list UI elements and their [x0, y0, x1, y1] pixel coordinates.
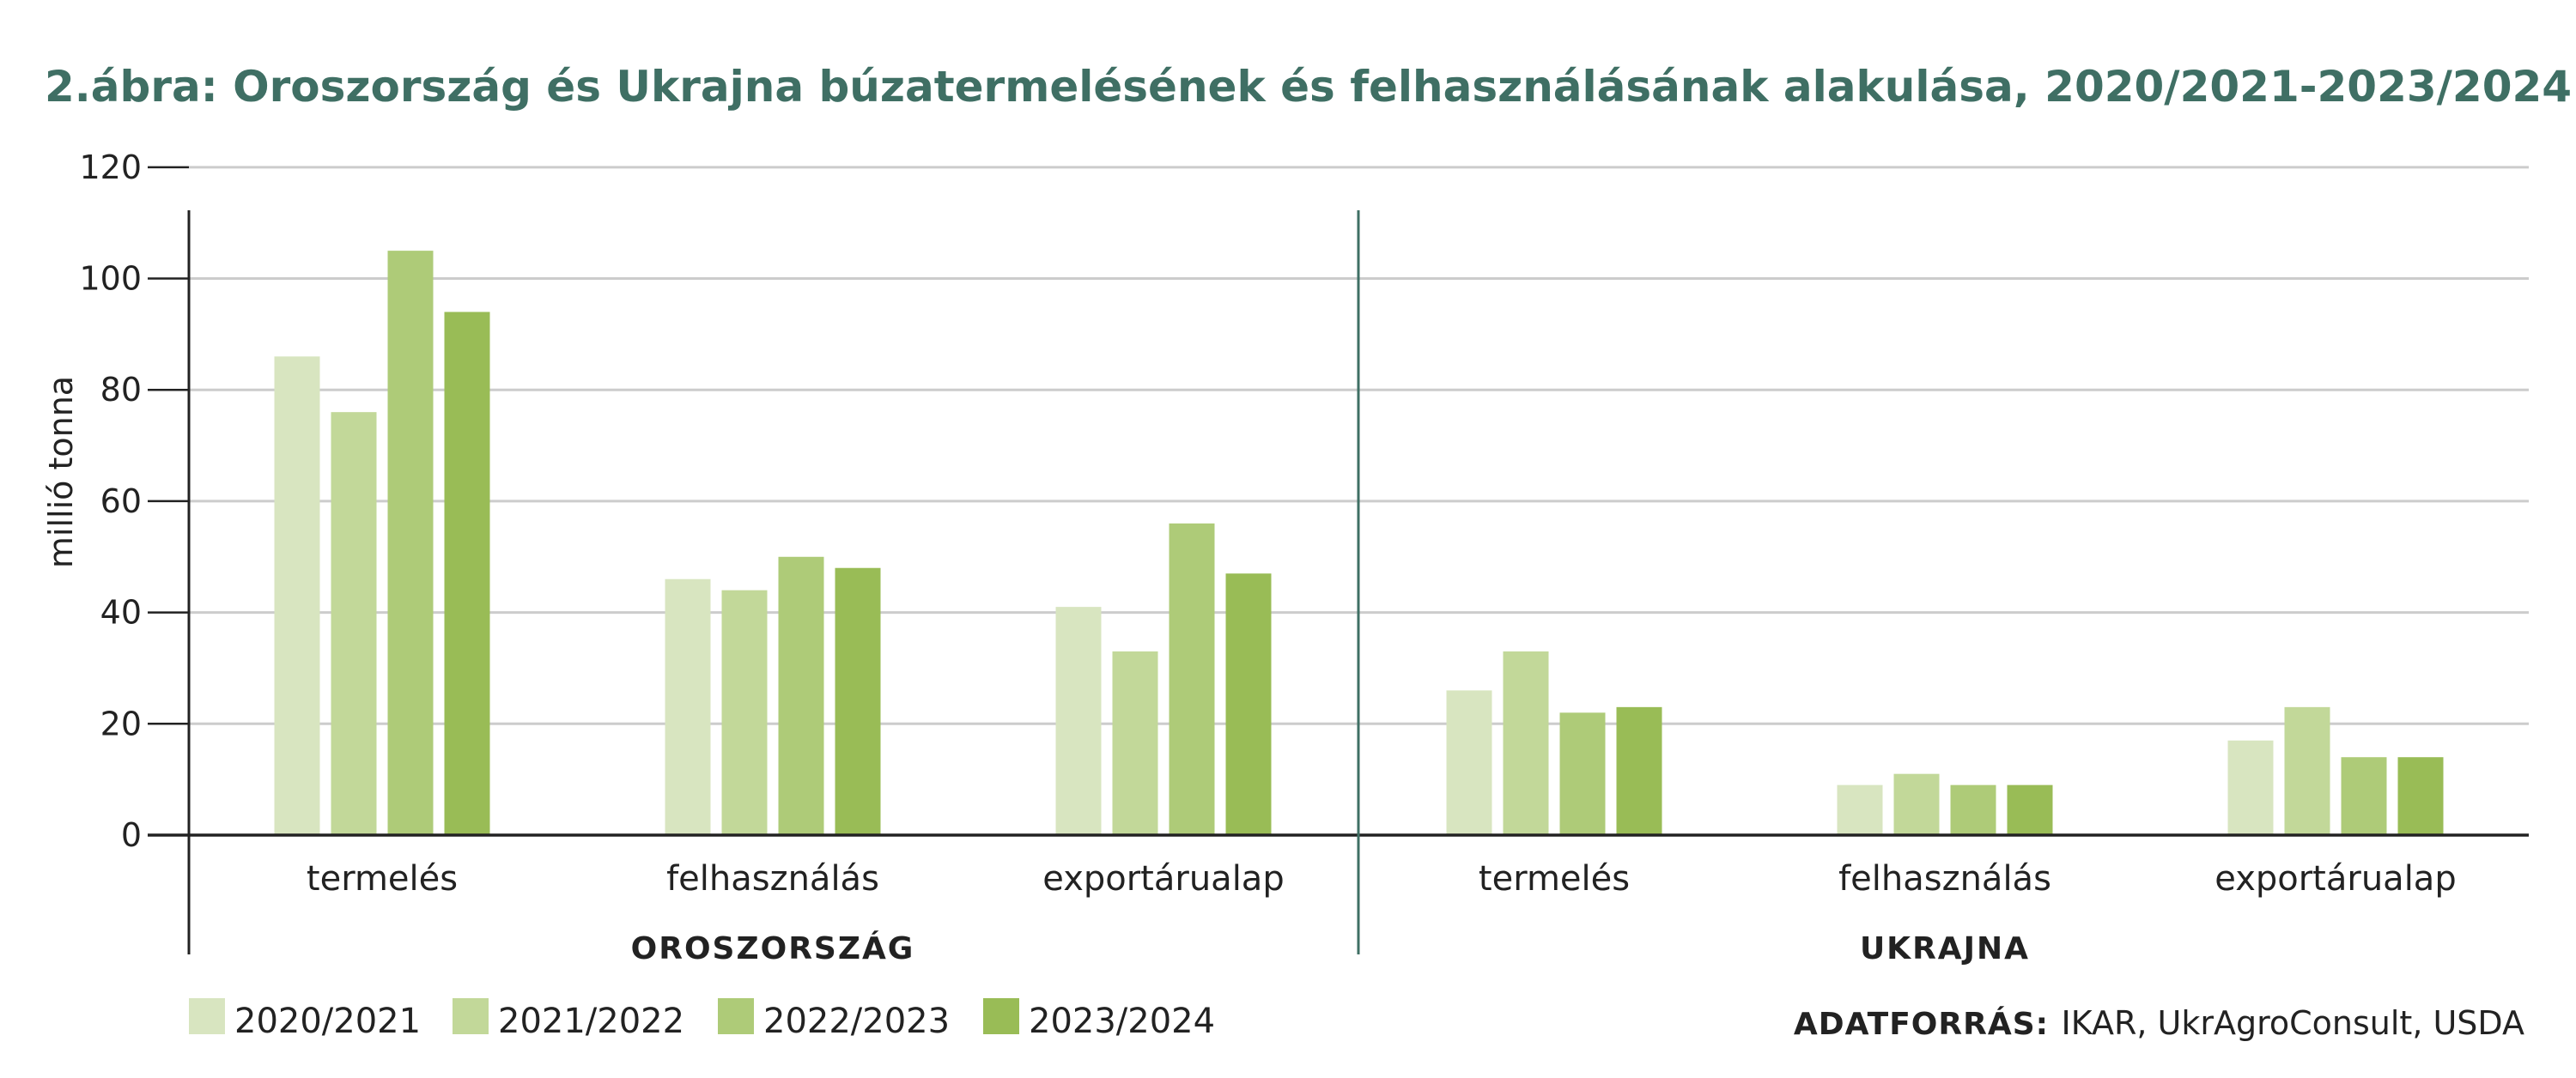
- category-label: exportárualap: [2215, 859, 2456, 899]
- bar: [1559, 712, 1606, 835]
- bar: [2341, 757, 2387, 835]
- bar: [721, 590, 768, 835]
- legend-swatch: [189, 998, 225, 1034]
- bar: [1446, 690, 1492, 835]
- y-tick-label: 0: [121, 816, 142, 854]
- source-text: IKAR, UkrAgroConsult, USDA: [2062, 1004, 2525, 1042]
- bar: [1503, 651, 1549, 835]
- category-label: exportárualap: [1042, 859, 1284, 899]
- y-tick-label: 60: [100, 482, 142, 520]
- bar: [387, 251, 434, 836]
- bar: [274, 356, 320, 835]
- bar: [444, 312, 490, 835]
- bar: [2007, 784, 2053, 835]
- bar: [2284, 706, 2330, 835]
- legend-label: 2022/2023: [763, 1002, 950, 1041]
- group-label: OROSZORSZÁG: [631, 930, 915, 966]
- chart-title: 2.ábra: Oroszország és Ukrajna búzaterme…: [45, 62, 2572, 112]
- bar: [1055, 607, 1102, 835]
- legend-swatch: [983, 998, 1019, 1034]
- legend-swatch: [453, 998, 489, 1034]
- bar: [1616, 706, 1662, 835]
- bar: [1169, 523, 1215, 835]
- legend-label: 2020/2021: [234, 1002, 421, 1041]
- group-label: UKRAJNA: [1860, 931, 2030, 966]
- y-tick-labels: 0 20 40 60 80 100 120: [79, 148, 189, 854]
- bar: [2227, 740, 2274, 835]
- group-labels: OROSZORSZÁG UKRAJNA: [631, 930, 2030, 966]
- bars: [274, 251, 2444, 836]
- category-label: felhasználás: [1838, 859, 2051, 899]
- axes: [148, 210, 2529, 954]
- bar: [665, 578, 711, 835]
- category-label: felhasználás: [666, 859, 879, 899]
- bar: [1112, 651, 1158, 835]
- source-label: ADATFORRÁS:: [1794, 1006, 2049, 1042]
- bar: [1950, 784, 1996, 835]
- source-note: ADATFORRÁS: IKAR, UkrAgroConsult, USDA: [1794, 1004, 2524, 1042]
- bar: [835, 567, 881, 835]
- category-label: termelés: [1479, 859, 1630, 899]
- legend-label: 2021/2022: [498, 1002, 684, 1041]
- y-tick-label: 100: [79, 260, 142, 298]
- category-labels: termelés felhasználás exportárualap termelé…: [307, 859, 2457, 899]
- y-axis-label: millió tonna: [42, 376, 80, 568]
- bar: [778, 556, 824, 835]
- category-label: termelés: [307, 859, 458, 899]
- legend-swatch: [718, 998, 754, 1034]
- y-tick-label: 40: [100, 594, 142, 632]
- legend-label: 2023/2024: [1029, 1002, 1215, 1041]
- y-tick-label: 120: [79, 148, 142, 186]
- bar: [1893, 773, 1940, 835]
- bar: [1225, 573, 1272, 835]
- bar: [2397, 757, 2444, 835]
- legend: 2020/2021 2021/2022 2022/2023 2023/2024: [189, 998, 1215, 1041]
- y-tick-label: 20: [100, 705, 142, 742]
- bar: [331, 412, 377, 835]
- bar: [1837, 784, 1883, 835]
- y-tick-label: 80: [100, 371, 142, 409]
